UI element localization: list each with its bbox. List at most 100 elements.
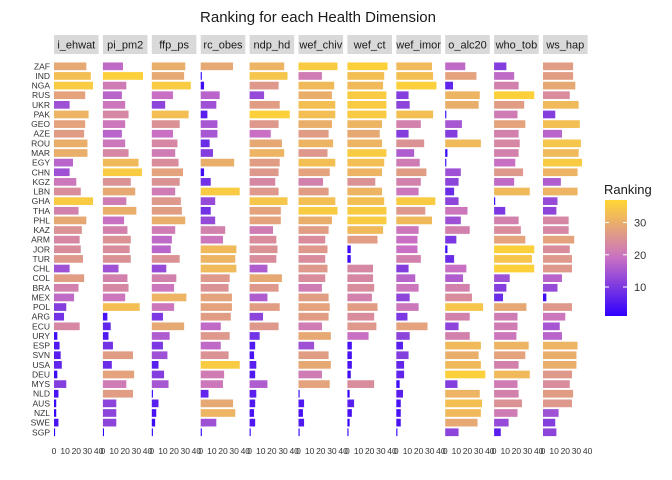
bar-jor [445,245,448,254]
x-tick-label: 10 [256,446,266,456]
x-tick-label: 10 [305,446,315,456]
bar-col [347,274,374,283]
bar-ury [298,332,331,340]
bar-mys [347,380,375,388]
bar-mex [347,293,372,302]
x-tick-label: 30 [83,446,93,456]
bar-nld [494,389,519,398]
bar-tha [298,206,338,215]
bar-chl [543,264,572,273]
bar-mar [102,149,129,157]
bar-kaz [494,226,521,234]
bar-pak [298,110,336,119]
bar-nzl [102,409,117,417]
bar-chn [102,168,142,177]
bar-sgp [249,428,251,437]
bar-ukr [347,100,387,109]
bar-mex [445,293,472,302]
facet-strip [249,35,295,54]
x-tick-label: 20 [267,446,277,456]
bar-gha [347,197,385,205]
y-tick-label: JOR [33,244,50,254]
bar-usa [54,361,62,369]
bar-chn [249,168,279,177]
bar-usa [249,361,257,369]
x-tick-label: 0 [52,446,57,456]
y-tick-label: ZAF [34,61,50,71]
x-tick-label: 0 [101,446,106,456]
bar-lbn [54,187,81,196]
bar-svn [543,351,577,360]
bar-mys [445,380,458,388]
bar-deu [54,370,58,379]
bar-aus [494,399,522,408]
bar-deu [298,370,322,379]
bar-ury [445,332,470,340]
bar-geo [249,120,279,128]
bar-arm [151,235,172,244]
x-tick-label: 10 [452,446,462,456]
bar-esp [298,341,315,350]
y-tick-label: UKR [32,100,50,110]
bar-chn [54,168,70,177]
x-tick-label: 30 [278,446,288,456]
bar-phl [249,216,281,225]
bar-kaz [54,226,82,234]
bar-kaz [396,226,419,234]
bar-geo [102,120,126,128]
bar-swe [200,418,217,427]
x-tick-label: 20 [463,446,473,456]
bar-bra [102,283,129,292]
bar-arg [102,312,108,321]
bar-egy [54,158,73,167]
bar-chl [445,264,467,273]
bar-esp [445,341,481,350]
bar-aus [396,399,401,408]
facet-strip-label: pi_pm2 [107,40,143,52]
bar-ecu [249,322,279,331]
bar-lbn [102,187,136,196]
bar-geo [396,120,421,128]
bar-rus [347,91,387,100]
bar-kgz [298,178,324,186]
bar-arm [200,235,223,244]
bar-nzl [298,409,303,417]
bar-swe [347,418,350,427]
bar-nzl [347,409,352,417]
facet-strip-label: rc_obes [203,40,243,52]
y-tick-label: NGA [32,81,51,91]
bar-aus [347,399,355,408]
bar-usa [298,361,331,369]
bar-rus [445,91,480,100]
bar-nld [151,389,153,398]
x-tick-label: 20 [512,446,522,456]
bar-deu [249,370,256,379]
bar-aze [54,129,85,138]
bar-nga [543,81,576,90]
bar-mex [102,293,126,302]
bar-pak [249,110,290,119]
bar-aze [494,129,519,138]
x-tick-label: 0 [345,446,350,456]
x-tick-label: 30 [474,446,484,456]
bar-pak [543,110,556,119]
bar-usa [543,361,577,369]
bar-geo [543,120,580,128]
bar-jor [200,245,237,254]
bar-col [445,274,464,283]
bar-chl [54,264,70,273]
legend-tick-label: 20 [634,250,646,262]
bar-chn [347,168,382,177]
bar-lbn [298,187,329,196]
bar-tur [200,255,236,263]
bar-sgp [200,428,202,437]
bar-gha [543,197,558,205]
x-tick-label: 40 [387,446,397,456]
facet-strip [396,35,441,54]
bar-rou [347,139,382,148]
bar-arm [102,235,131,244]
bar-phl [445,216,461,225]
bar-bra [347,283,375,292]
bar-rou [298,139,334,148]
